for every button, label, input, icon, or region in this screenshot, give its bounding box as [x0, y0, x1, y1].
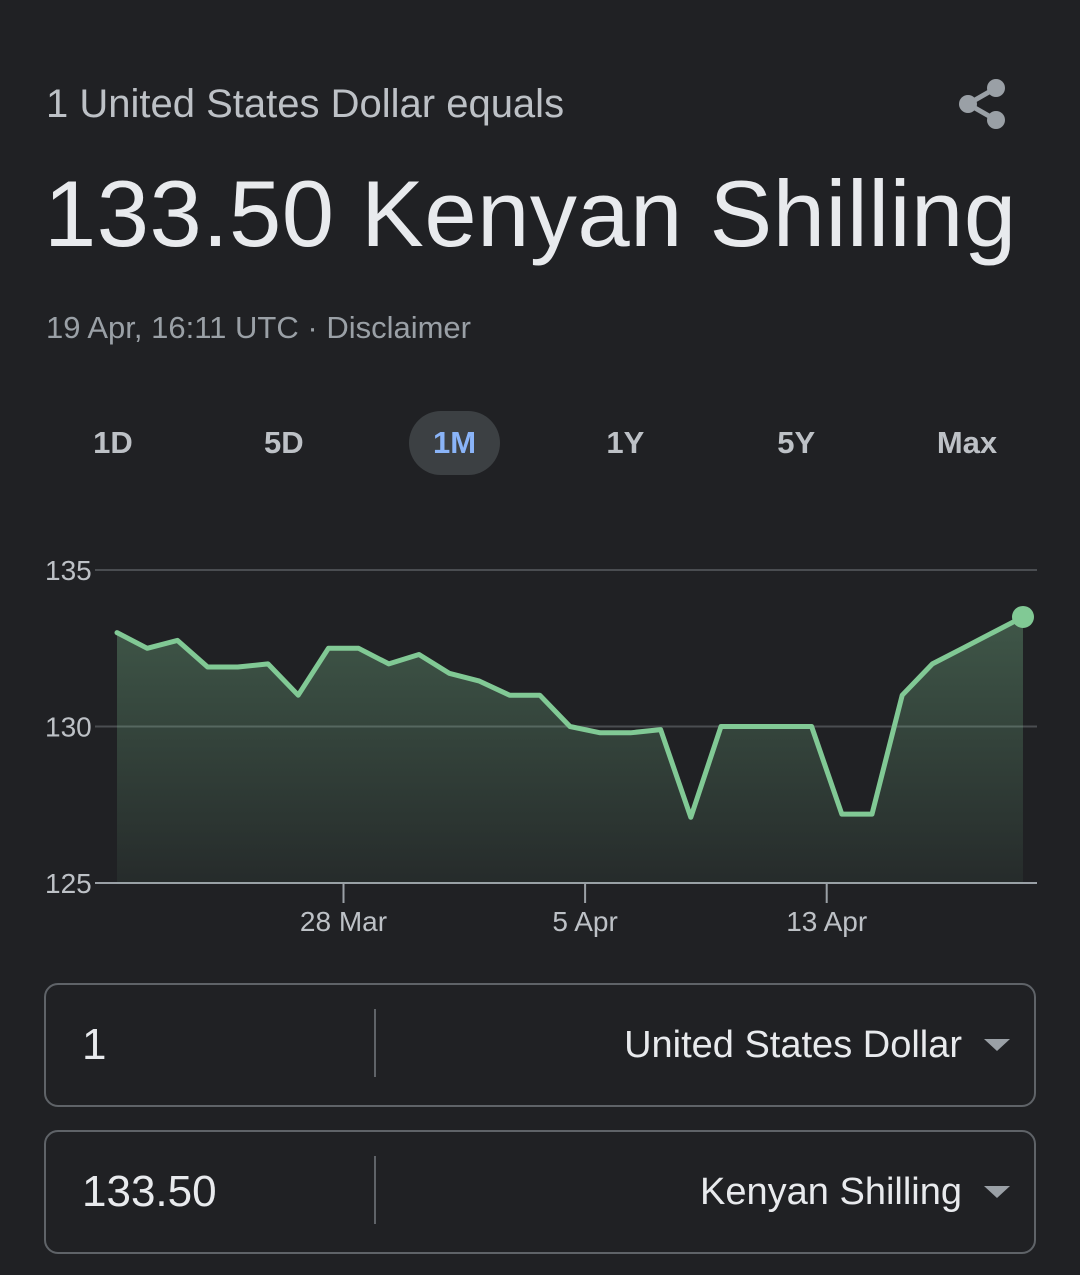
chart-svg: 135 130 125 28 Mar 5 Apr 13 Apr [45, 555, 1037, 937]
tab-1d[interactable]: 1D [28, 410, 198, 476]
from-currency-select[interactable]: United States Dollar [376, 985, 1034, 1105]
tab-label: 1Y [606, 425, 645, 460]
from-currency-row: United States Dollar [44, 983, 1036, 1107]
rate-meta: 19 Apr, 16:11 UTC · Disclaimer [46, 310, 471, 346]
tab-1y[interactable]: 1Y [540, 410, 710, 476]
meta-separator: · [298, 310, 327, 345]
to-currency-label: Kenyan Shilling [700, 1170, 962, 1213]
dropdown-caret-icon [984, 1186, 1010, 1198]
to-currency-row: Kenyan Shilling [44, 1130, 1036, 1254]
x-tick-label: 13 Apr [786, 906, 867, 937]
tab-label: Max [936, 425, 998, 460]
share-icon [959, 79, 1005, 129]
row-divider [374, 1009, 376, 1077]
series-line [114, 614, 1026, 820]
to-currency-select[interactable]: Kenyan Shilling [376, 1132, 1034, 1252]
x-tick-label: 5 Apr [552, 906, 617, 937]
tab-label: 1M [409, 411, 501, 475]
dropdown-caret-icon [984, 1039, 1010, 1051]
y-tick-label: 130 [45, 712, 92, 743]
y-tick-label: 125 [45, 868, 92, 899]
chart-area-fill [117, 616, 1023, 883]
converted-value-heading: 133.50 Kenyan Shilling [44, 161, 1017, 266]
tab-label: 5D [263, 425, 304, 460]
tab-label: 5Y [777, 425, 816, 460]
from-amount-input[interactable] [46, 985, 376, 1105]
share-button[interactable] [952, 76, 1012, 136]
tab-5y[interactable]: 5Y [711, 410, 881, 476]
time-range-tabs: 1D 5D 1M 1Y 5Y Max [28, 410, 1052, 476]
y-tick-label: 135 [45, 555, 92, 586]
tab-max[interactable]: Max [882, 410, 1052, 476]
latest-point-marker [1012, 605, 1034, 628]
conversion-subtitle: 1 United States Dollar equals [46, 82, 565, 126]
to-amount-input[interactable] [46, 1132, 376, 1252]
tab-1m[interactable]: 1M [370, 410, 540, 476]
exchange-rate-chart[interactable]: 135 130 125 28 Mar 5 Apr 13 Apr [0, 540, 1080, 960]
row-divider [374, 1156, 376, 1224]
tab-label: 1D [93, 425, 133, 460]
tab-5d[interactable]: 5D [199, 410, 369, 476]
disclaimer-link[interactable]: Disclaimer [326, 310, 471, 345]
from-currency-label: United States Dollar [624, 1023, 962, 1066]
rate-timestamp: 19 Apr, 16:11 UTC [46, 310, 299, 345]
x-tick-label: 28 Mar [300, 906, 387, 937]
